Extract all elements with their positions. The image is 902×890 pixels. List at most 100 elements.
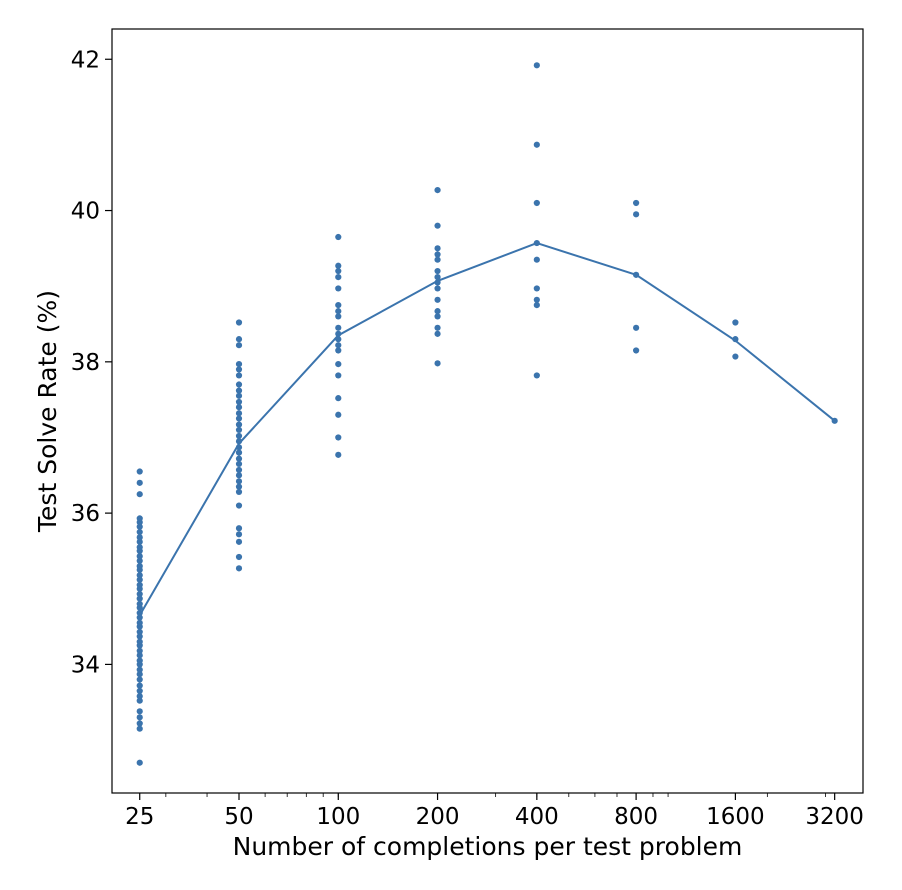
y-tick-label: 34 — [71, 652, 100, 678]
data-point — [136, 528, 143, 536]
mean-line — [138, 242, 836, 616]
data-point — [136, 523, 143, 530]
data-point — [335, 347, 342, 354]
data-point — [434, 279, 441, 286]
data-point — [335, 395, 342, 402]
data-point — [235, 525, 243, 532]
data-point — [136, 491, 143, 498]
data-point — [633, 211, 640, 218]
data-point — [136, 720, 143, 727]
data-point — [235, 336, 243, 343]
data-point — [434, 256, 441, 263]
data-point — [136, 657, 143, 664]
data-point — [136, 619, 143, 626]
plot-frame — [111, 28, 864, 794]
data-point — [136, 676, 143, 683]
y-tick-label: 42 — [71, 47, 100, 73]
data-point — [335, 372, 342, 379]
x-tick-label: 800 — [614, 804, 658, 830]
data-point — [136, 468, 143, 475]
data-point — [235, 478, 243, 485]
data-point — [335, 361, 342, 368]
data-point — [533, 141, 540, 148]
data-point — [235, 421, 243, 428]
data-point — [633, 347, 640, 354]
data-point — [533, 199, 540, 207]
data-point — [235, 398, 243, 406]
data-point — [136, 553, 143, 560]
data-point — [136, 557, 143, 564]
data-point — [335, 336, 342, 343]
data-point — [235, 455, 243, 462]
data-point — [434, 222, 441, 229]
data-point — [335, 267, 342, 275]
data-point — [434, 330, 441, 337]
data-point — [136, 538, 143, 545]
data-point — [136, 671, 143, 678]
data-point — [235, 366, 243, 373]
data-point — [235, 488, 243, 496]
data-point — [335, 324, 342, 331]
data-point — [235, 361, 243, 368]
data-point — [136, 609, 143, 617]
data-point — [434, 267, 441, 275]
data-point — [235, 432, 243, 440]
data-point — [335, 313, 342, 320]
data-point — [533, 296, 540, 303]
data-point — [136, 652, 143, 659]
data-point — [533, 372, 540, 379]
y-axis-label: Test Solve Rate (%) — [33, 290, 62, 533]
data-point — [235, 319, 243, 326]
data-point — [136, 725, 143, 732]
data-point — [136, 515, 143, 522]
data-point — [434, 313, 441, 320]
data-point — [633, 199, 640, 207]
data-point — [434, 324, 441, 331]
data-point — [235, 538, 243, 545]
data-point — [136, 562, 143, 570]
data-point — [732, 353, 739, 360]
data-point — [335, 451, 342, 458]
chart-axes: 25 50 100 200 400 800 1600 3200 34 36 38 40 42 — [71, 47, 864, 830]
data-point — [533, 239, 540, 247]
data-point — [235, 483, 243, 490]
data-point — [235, 502, 243, 509]
data-point — [235, 466, 243, 474]
data-point — [136, 693, 143, 700]
data-point — [633, 271, 640, 278]
data-point — [136, 595, 143, 602]
data-point — [235, 565, 243, 572]
data-point — [136, 682, 143, 689]
x-axis-label: Number of completions per test problem — [233, 832, 743, 861]
data-point — [235, 392, 243, 399]
data-point — [335, 342, 342, 349]
data-point — [533, 285, 540, 292]
data-point — [533, 62, 540, 69]
data-point — [335, 262, 342, 269]
data-point — [434, 245, 441, 252]
data-point — [235, 438, 243, 445]
data-point — [235, 553, 243, 561]
data-point — [434, 360, 441, 367]
data-point — [136, 666, 143, 673]
data-point — [136, 638, 143, 645]
data-point — [235, 444, 243, 451]
y-tick-label: 36 — [71, 501, 100, 527]
data-point — [136, 759, 143, 766]
data-point — [434, 285, 441, 292]
data-point — [136, 600, 143, 607]
x-tick-label: 1600 — [706, 804, 765, 830]
data-point — [732, 319, 739, 326]
data-point — [335, 411, 342, 418]
data-point — [136, 633, 143, 640]
x-tick-label: 100 — [316, 804, 360, 830]
data-point — [136, 697, 143, 704]
data-point — [136, 708, 143, 715]
data-point — [136, 479, 143, 486]
data-point — [235, 372, 243, 379]
data-point — [235, 449, 243, 456]
data-point — [732, 336, 739, 343]
data-point — [136, 576, 143, 583]
